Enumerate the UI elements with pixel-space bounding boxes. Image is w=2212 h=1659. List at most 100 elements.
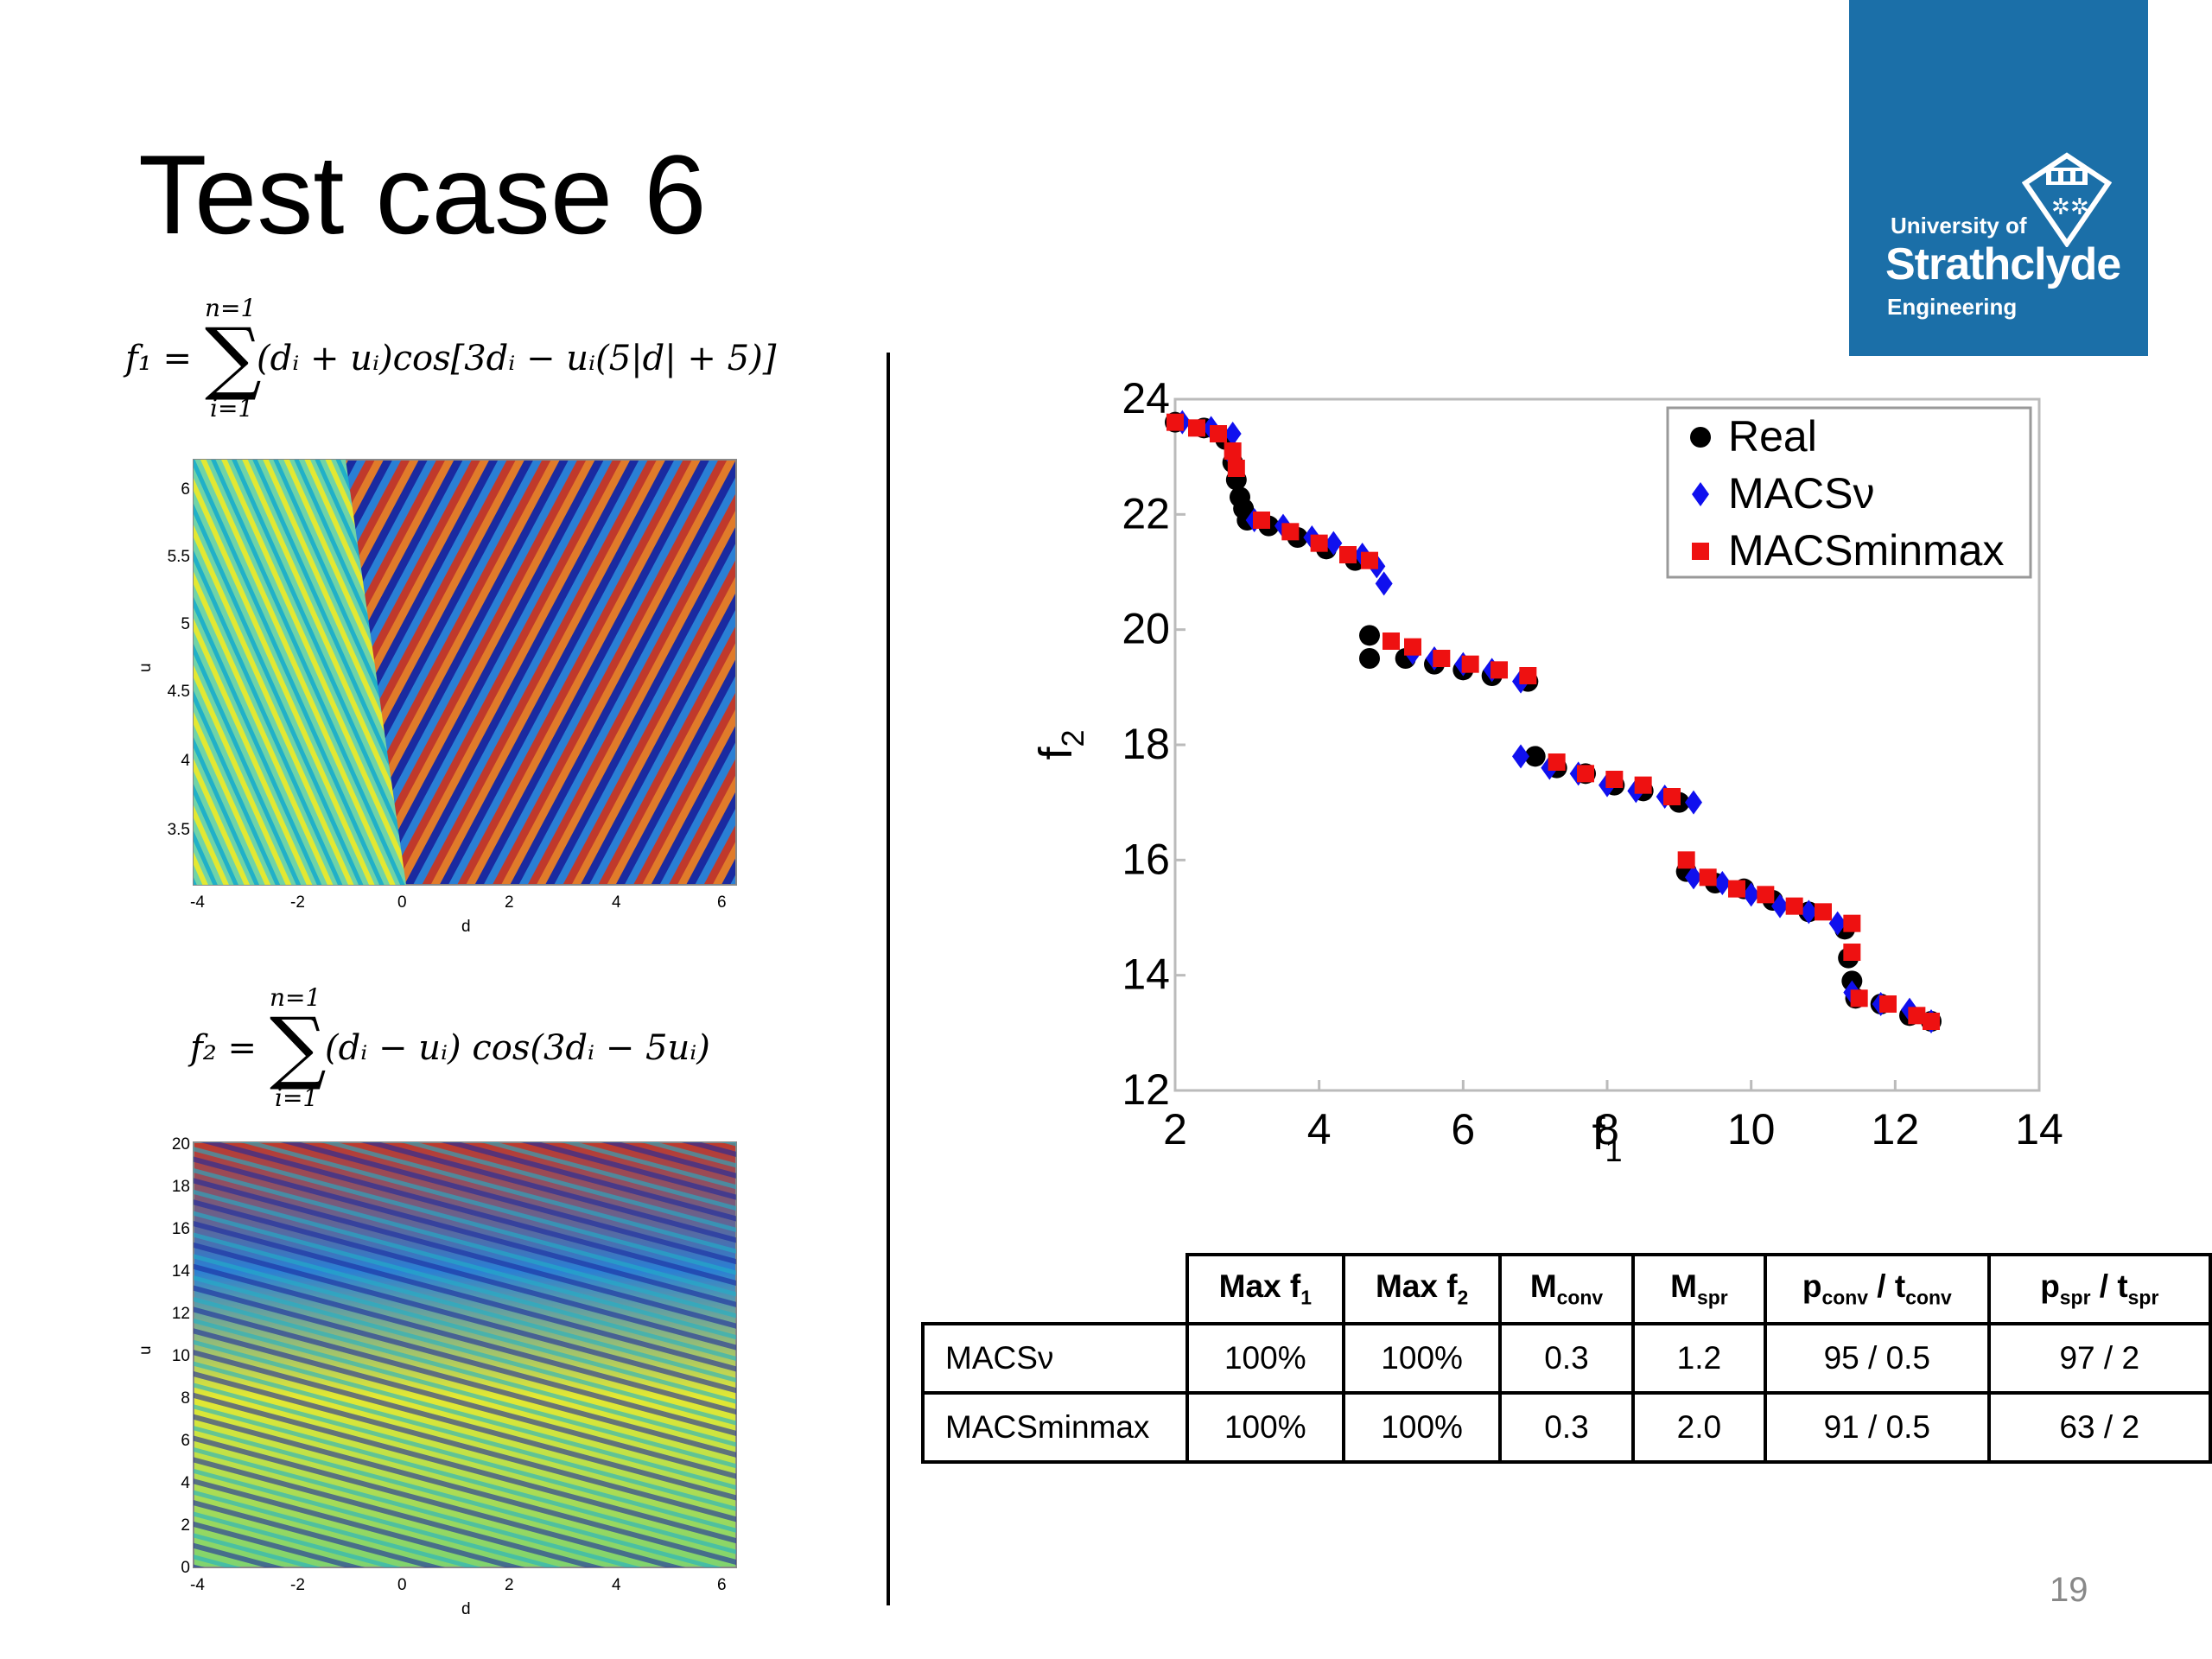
data-point (1815, 903, 1832, 921)
crest-icon: ✲ ✲ (2022, 152, 2112, 247)
data-point (1227, 460, 1245, 477)
sigma-icon: ∑ (270, 1001, 327, 1093)
y-tick-label: 14 (1122, 950, 1170, 999)
x-tick-label: 10 (1727, 1105, 1776, 1154)
data-point (1359, 648, 1380, 669)
table-cell: 1.2 (1630, 1322, 1768, 1395)
data-point (1325, 531, 1343, 556)
tick-label: 0 (397, 1576, 407, 1594)
legend-label: MACSν (1728, 469, 1874, 518)
data-point (1375, 571, 1393, 596)
slide-title: Test case 6 (138, 131, 707, 257)
tick-label: -2 (290, 1576, 305, 1594)
series-square (1166, 413, 1940, 1030)
formula-f2-lhs: f₂ = (190, 1028, 257, 1068)
tick-label: 2 (505, 1576, 514, 1594)
divider (887, 353, 890, 1605)
data-point (1699, 868, 1717, 887)
table-header-row: Max f1 Max f2 Mconv Mspr pconv / tconv p… (923, 1253, 2212, 1325)
data-point (1310, 534, 1328, 552)
x-axis-label: f1 (1592, 1108, 1622, 1168)
formula-f2-lower-limit: i=1 (275, 1084, 319, 1112)
tick-label: -2 (290, 893, 305, 912)
data-point (1188, 419, 1205, 437)
x-tick-label: 6 (1451, 1105, 1475, 1154)
data-point (1742, 882, 1760, 907)
logo-line-strathclyde: Strathclyde (1885, 239, 2121, 289)
x-tick-label: 8 (1595, 1105, 1619, 1154)
legend: Real MACSν MACSminmax (1666, 406, 2032, 579)
y-axis-label: f2 (1030, 729, 1090, 760)
y-tick-label: 24 (1122, 374, 1170, 423)
svg-text:✲: ✲ (2070, 194, 2089, 219)
page-number: 19 (2050, 1571, 2088, 1609)
tick-label: 5 (181, 615, 190, 633)
row-name: MACSν (921, 1322, 1189, 1395)
data-point (1281, 523, 1300, 541)
data-point (1785, 897, 1803, 915)
data-point (1923, 1013, 1940, 1030)
tick-label: -4 (190, 1576, 205, 1594)
contour1-x-label: d (461, 918, 471, 933)
data-point (1800, 899, 1818, 925)
university-logo: ✲ ✲ University of Strathclyde Engineerin… (1849, 0, 2148, 356)
table-cell: 0.3 (1498, 1322, 1635, 1395)
data-point (1524, 746, 1546, 767)
table-cell: 91 / 0.5 (1764, 1391, 1991, 1464)
data-point (1491, 661, 1508, 679)
x-tick-label: 14 (2015, 1105, 2063, 1154)
x-tick-label: 12 (1872, 1105, 1920, 1154)
y-tick-label: 20 (1122, 605, 1170, 653)
legend-marker (1692, 482, 1709, 506)
header-max-f1: Max f1 (1185, 1253, 1345, 1325)
data-point (1685, 790, 1702, 815)
data-point (1879, 995, 1897, 1013)
logo-line-university-of: University of (1891, 213, 2027, 238)
tick-label: 2 (505, 893, 514, 912)
table-cell: 97 / 2 (1986, 1322, 2212, 1395)
y-tick-label: 18 (1122, 720, 1170, 768)
data-point (1461, 655, 1479, 673)
x-tick-label: 2 (1163, 1105, 1187, 1154)
tick-label: 5.5 (168, 548, 190, 566)
formula-f1-upper-limit: n=1 (205, 294, 257, 322)
x-tick-label: 4 (1307, 1105, 1332, 1154)
legend-marker (1690, 427, 1711, 448)
header-p-t-spr: pspr / tspr (1986, 1253, 2212, 1325)
data-point (1433, 650, 1451, 667)
tick-label: 4 (612, 893, 621, 912)
table-cell: 0.3 (1498, 1391, 1635, 1464)
row-name: MACSminmax (921, 1391, 1189, 1464)
tick-label: 2 (181, 1516, 190, 1535)
contour-plot-f2: -4 -2 0 2 4 6 d 0 2 4 6 8 10 12 14 16 18… (137, 1135, 737, 1616)
tick-label: 8 (181, 1389, 190, 1408)
data-point (1359, 625, 1380, 646)
data-point (1166, 413, 1184, 431)
tick-label: 4 (612, 1576, 621, 1594)
header-p-t-conv: pconv / tconv (1764, 1253, 1991, 1325)
header-max-f2: Max f2 (1341, 1253, 1503, 1325)
header-m-spr: Mspr (1630, 1253, 1768, 1325)
data-point (1685, 865, 1702, 890)
tick-label: 14 (172, 1262, 191, 1281)
tick-label: 0 (397, 893, 407, 912)
data-point (1908, 1007, 1926, 1025)
y-tick-label: 22 (1122, 489, 1170, 537)
data-point (1548, 753, 1566, 771)
data-point (1843, 914, 1861, 932)
table-row: MACSminmax 100% 100% 0.3 2.0 91 / 0.5 63… (921, 1391, 2212, 1464)
data-point (1663, 788, 1681, 805)
data-point (1634, 776, 1652, 794)
logo-line-engineering: Engineering (1887, 294, 2018, 320)
contour-plot-f1: -4 -2 0 2 4 6 d 3.5 4 4.5 5 5.5 6 u (137, 459, 737, 933)
tick-label: 6 (181, 480, 190, 499)
table-cell: 95 / 0.5 (1764, 1322, 1991, 1395)
svg-text:✲: ✲ (2051, 194, 2070, 219)
y-tick-label: 16 (1122, 835, 1170, 883)
data-point (1843, 944, 1861, 961)
table-cell: 63 / 2 (1986, 1391, 2212, 1464)
tick-label: 6 (717, 893, 727, 912)
table-cell: 2.0 (1630, 1391, 1768, 1464)
data-point (1713, 871, 1732, 895)
data-point (1728, 880, 1745, 898)
